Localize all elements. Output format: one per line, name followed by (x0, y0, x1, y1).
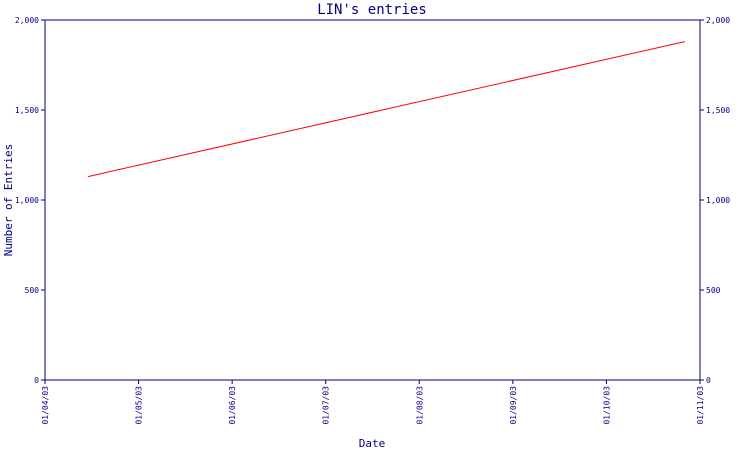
y-tick-label-left: 2,000 (15, 16, 39, 25)
x-axis: 01/04/03 01/05/03 01/06/03 01/07/03 01/08/03… (41, 380, 705, 425)
y-tick-label-left: 0 (34, 376, 39, 385)
y-axis-right: 0 500 1,000 1,500 2,000 (700, 16, 730, 385)
x-tick-label: 01/06/03 (228, 386, 237, 425)
x-axis-label: Date (359, 437, 386, 450)
y-tick-label-left: 500 (25, 286, 40, 295)
y-tick-label-right: 2,000 (706, 16, 730, 25)
plot-area-frame (44, 19, 701, 381)
x-tick-label: 01/10/03 (602, 386, 611, 425)
x-tick-label: 01/05/03 (135, 386, 144, 425)
y-tick-label-right: 0 (706, 376, 711, 385)
y-tick-label-right: 500 (706, 286, 721, 295)
y-tick-label-left: 1,500 (15, 106, 39, 115)
series-line (87, 41, 685, 178)
y-axis-label: Number of Entries (2, 144, 15, 257)
x-tick-label: 01/07/03 (322, 386, 331, 425)
chart-title: LIN's entries (317, 2, 427, 18)
y-tick-label-right: 1,500 (706, 106, 730, 115)
y-tick-label-left: 1,000 (15, 196, 39, 205)
series-layer (87, 41, 685, 178)
x-tick-label: 01/08/03 (415, 386, 424, 425)
y-tick-label-right: 1,000 (706, 196, 730, 205)
y-axis-left: 0 500 1,000 1,500 2,000 (15, 16, 45, 385)
x-tick-label: 01/09/03 (509, 386, 518, 425)
x-tick-label: 01/04/03 (41, 386, 50, 425)
x-tick-label: 01/11/03 (696, 386, 705, 425)
